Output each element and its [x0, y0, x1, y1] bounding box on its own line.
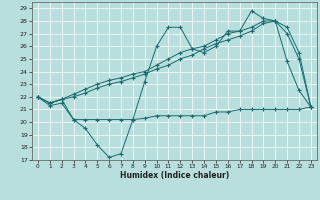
X-axis label: Humidex (Indice chaleur): Humidex (Indice chaleur)	[120, 171, 229, 180]
